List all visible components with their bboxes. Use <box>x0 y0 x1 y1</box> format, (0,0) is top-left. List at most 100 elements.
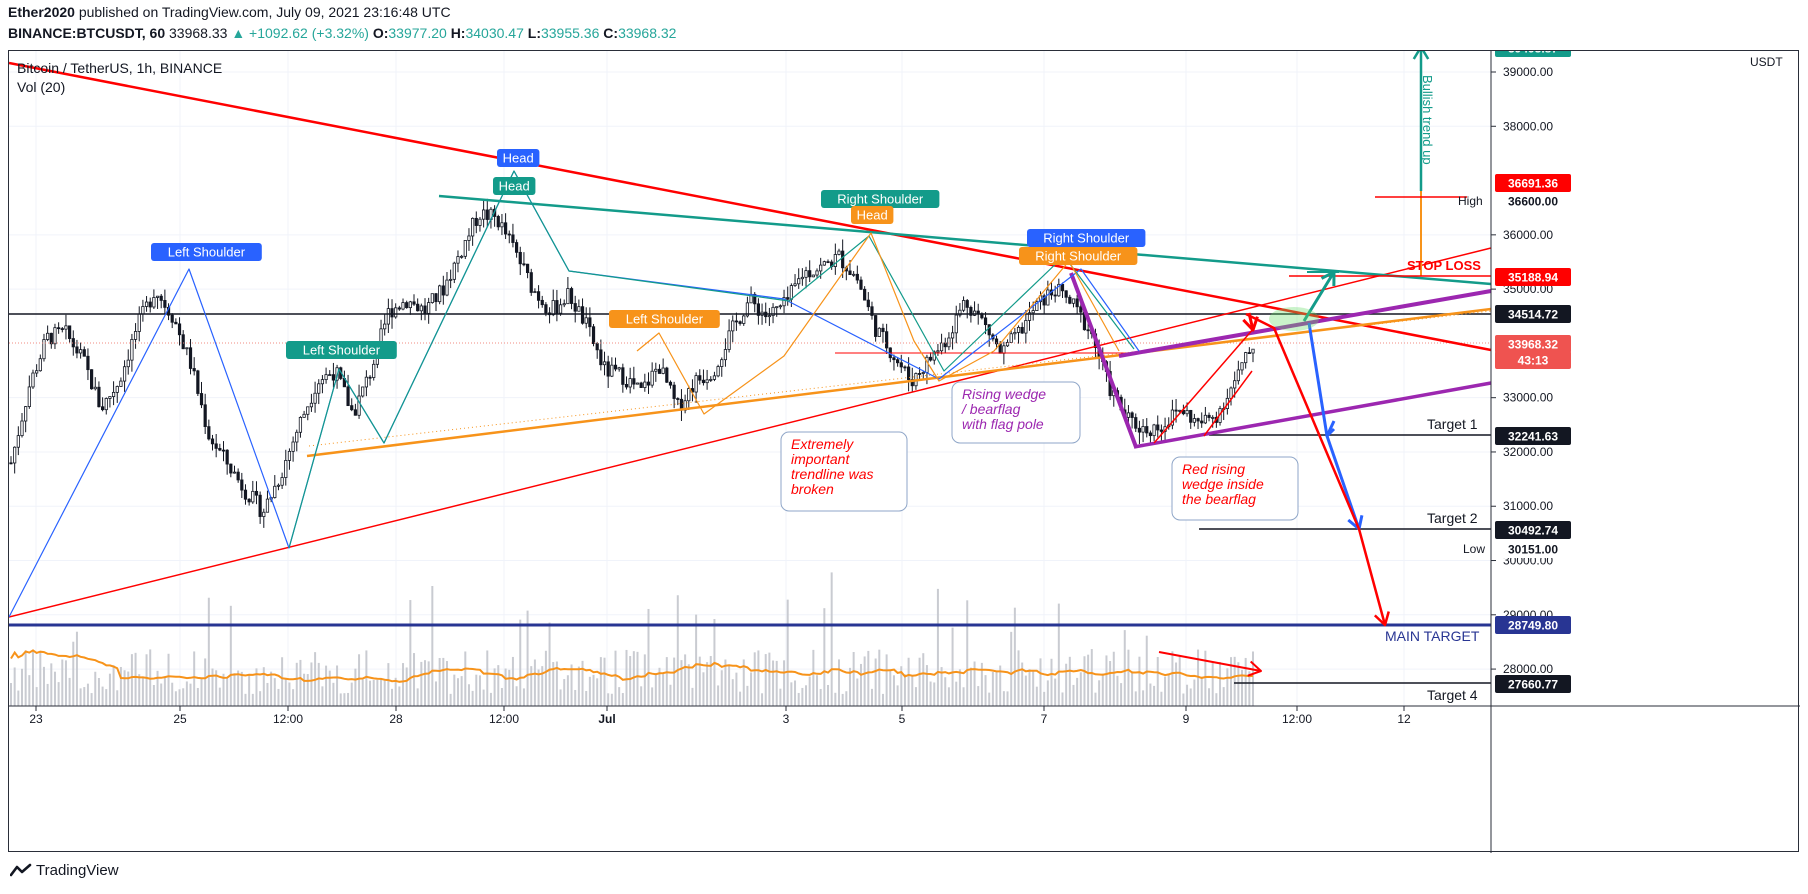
high-label: H: <box>450 25 466 41</box>
volume-bar <box>178 689 181 706</box>
candle-down <box>170 314 174 323</box>
volume-bar <box>321 686 324 706</box>
candle-down <box>698 375 702 381</box>
volume-bar <box>50 663 53 706</box>
candle-up <box>372 363 376 378</box>
candle-up <box>478 218 482 226</box>
volume-bar <box>621 693 624 706</box>
chart-pane[interactable]: Head Head Left Shoulder Left Shoulder Left S… <box>8 50 1800 853</box>
candle-up <box>298 416 303 433</box>
volume-legend: Vol (20) <box>17 79 65 95</box>
symbol-name: BINANCE:BTCUSDT, 60 <box>8 25 166 41</box>
volume-bar <box>735 672 738 706</box>
volume-bar <box>1065 663 1068 706</box>
volume-bar <box>1116 675 1119 706</box>
candle-down <box>1247 352 1251 354</box>
volume-bar <box>1197 649 1200 706</box>
candle-up <box>20 420 24 437</box>
volume-bar <box>248 674 251 706</box>
brand-name: TradingView <box>36 862 119 879</box>
candle-up <box>822 261 826 266</box>
candle-up <box>64 325 68 330</box>
badge-last-price-bg <box>1495 335 1571 353</box>
x-tick-label: 9 <box>1183 712 1190 726</box>
candle-up <box>815 270 819 276</box>
candle-down <box>874 315 878 337</box>
candle-up <box>936 350 940 353</box>
volume-bar <box>1057 603 1060 706</box>
candle-up <box>328 374 332 377</box>
candle-up <box>584 317 588 324</box>
head-label-teal: Head <box>499 179 530 194</box>
candle-down <box>606 361 610 377</box>
breakout-highlight <box>1269 307 1319 331</box>
candle-up <box>720 359 724 367</box>
volume-bar <box>204 658 207 706</box>
volume-bar <box>508 669 511 706</box>
candle-down <box>100 406 105 411</box>
volume-bar <box>819 688 822 706</box>
candle-down <box>899 362 903 368</box>
volume-bar <box>1211 662 1214 706</box>
candle-down <box>514 242 519 253</box>
candle-down <box>188 347 193 369</box>
candle-down <box>196 370 200 394</box>
price-chart[interactable]: Head Head Left Shoulder Left Shoulder Left S… <box>9 51 1800 853</box>
candle-up <box>137 313 141 332</box>
volume-bar <box>482 689 485 706</box>
volume-bar <box>555 661 558 706</box>
volume-bar <box>1182 693 1185 706</box>
candle-down <box>555 300 559 314</box>
tradingview-branding[interactable]: TradingView <box>10 862 119 879</box>
candle-up <box>13 446 17 464</box>
candle-up <box>1240 362 1244 371</box>
candle-down <box>434 293 438 303</box>
badge-top: 39495.87 <box>1508 51 1558 56</box>
candle-down <box>474 217 478 226</box>
candle-down <box>221 449 226 452</box>
volume-bar <box>903 674 906 706</box>
volume-bar <box>31 649 34 706</box>
candle-up <box>152 297 156 308</box>
candle-down <box>1068 296 1072 304</box>
candle-down <box>943 342 947 348</box>
volume-bar <box>284 677 287 706</box>
volume-bar <box>753 652 756 706</box>
candle-up <box>295 431 299 443</box>
candle-down <box>49 332 53 345</box>
stop-loss-label: STOP LOSS <box>1407 258 1481 273</box>
volume-ma-line <box>10 649 1254 683</box>
candle-up <box>1233 380 1237 389</box>
candle-up <box>793 283 797 286</box>
badge-34514-bg <box>1495 305 1571 323</box>
volume-bar <box>1208 688 1211 706</box>
candle-down <box>68 325 72 339</box>
volume-bar <box>266 682 269 706</box>
trendline-note-box <box>780 431 908 512</box>
candle-down <box>753 293 757 305</box>
candle-down <box>240 479 244 491</box>
target4-label: Target 4 <box>1427 687 1478 703</box>
volume-bar <box>295 662 298 706</box>
volume-bar <box>467 684 470 706</box>
teal-neckline <box>438 194 1492 286</box>
candle-up <box>438 285 442 303</box>
candle-up <box>313 392 317 404</box>
head-label-orange: Head <box>857 208 888 223</box>
volume-bar <box>980 662 983 706</box>
candle-down <box>1042 295 1046 306</box>
trendline-note-line: trendline was <box>791 466 874 482</box>
volume-bar <box>973 661 976 706</box>
volume-bar <box>706 662 709 706</box>
volume-bar <box>636 651 639 706</box>
candle-up <box>130 338 134 361</box>
volume-bar <box>665 657 668 706</box>
candle-up <box>141 306 145 315</box>
volume-bar <box>1164 676 1167 706</box>
author-name[interactable]: Ether2020 <box>8 4 75 20</box>
candle-up <box>1236 369 1240 382</box>
volume-bar <box>808 676 811 706</box>
candle-up <box>317 383 321 394</box>
candle-down <box>214 443 218 449</box>
orange-hs-pattern <box>636 232 1120 415</box>
